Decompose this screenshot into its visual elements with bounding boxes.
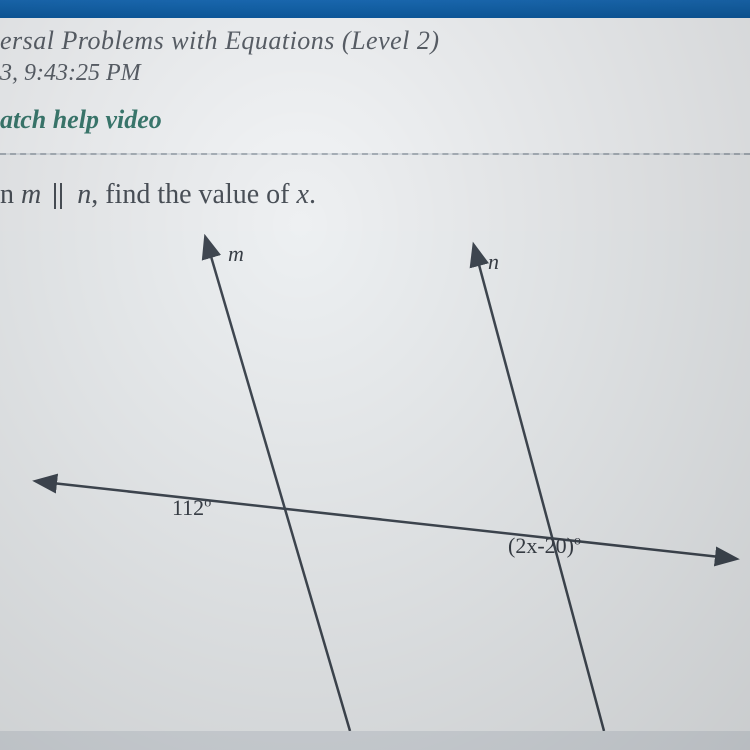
transversal-line — [52, 483, 720, 557]
prompt-prefix: n — [0, 179, 21, 210]
line-n-label: n — [488, 249, 499, 275]
line-m-label: m — [228, 241, 244, 267]
question-section: n m n, find the value of x. m n 112o — [0, 155, 750, 731]
window-title-bar — [0, 0, 750, 18]
timestamp: 3, 9:43:25 PM — [0, 60, 750, 87]
prompt-suffix: , find the value of — [91, 179, 296, 210]
angle-112-value: 112 — [172, 495, 204, 520]
problem-header: ersal Problems with Equations (Level 2) … — [0, 18, 750, 153]
line-m — [210, 253, 350, 731]
variable-m: m — [21, 179, 41, 210]
angle-expression-label: (2x-20)o — [508, 533, 581, 559]
variable-x: x — [297, 179, 309, 210]
angle-expr-value: (2x-20) — [508, 533, 574, 558]
diagram-svg — [0, 231, 750, 731]
question-prompt: n m n, find the value of x. — [0, 179, 750, 211]
degree-symbol-icon: o — [574, 534, 581, 549]
line-n — [478, 261, 604, 731]
problem-title: ersal Problems with Equations (Level 2) — [0, 26, 750, 56]
watch-help-video-link[interactable]: atch help video — [0, 105, 162, 135]
geometry-diagram: m n 112o (2x-20)o — [0, 231, 750, 731]
prompt-period: . — [309, 179, 316, 210]
variable-n: n — [77, 179, 91, 210]
angle-112-label: 112o — [172, 495, 211, 521]
degree-symbol-icon: o — [204, 496, 211, 511]
